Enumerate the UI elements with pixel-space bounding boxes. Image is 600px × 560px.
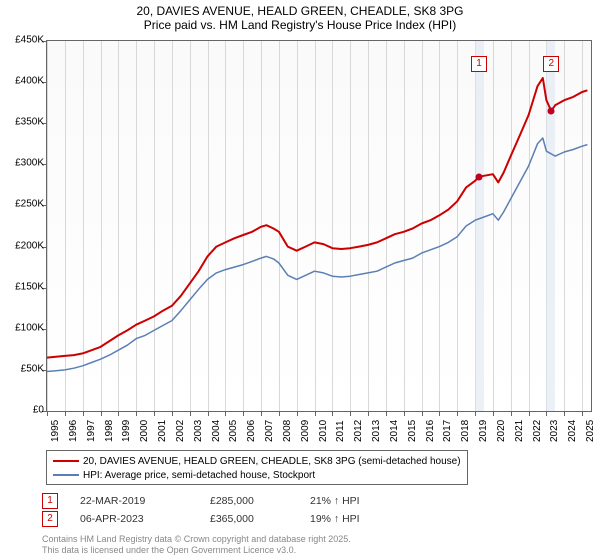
sale-date: 06-APR-2023 xyxy=(80,513,210,525)
chart-lines-svg xyxy=(47,41,591,411)
x-axis-label: 2001 xyxy=(157,420,168,442)
x-axis-label: 1999 xyxy=(121,420,132,442)
x-axis-label: 2003 xyxy=(193,420,204,442)
title-line-2: Price paid vs. HM Land Registry's House … xyxy=(0,18,600,32)
sale-price: £365,000 xyxy=(210,513,310,525)
x-axis-label: 2012 xyxy=(353,420,364,442)
legend-label: HPI: Average price, semi-detached house,… xyxy=(83,470,315,481)
sale-marker-label: 2 xyxy=(543,56,559,72)
x-axis-label: 2025 xyxy=(585,420,596,442)
sale-diff: 21% ↑ HPI xyxy=(310,495,410,507)
legend-item: HPI: Average price, semi-detached house,… xyxy=(53,468,461,482)
y-axis-label: £450K xyxy=(4,35,44,46)
attribution: Contains HM Land Registry data © Crown c… xyxy=(42,534,351,556)
chart-container: 20, DAVIES AVENUE, HEALD GREEN, CHEADLE,… xyxy=(0,0,600,560)
legend-label: 20, DAVIES AVENUE, HEALD GREEN, CHEADLE,… xyxy=(83,456,461,467)
x-axis-label: 2005 xyxy=(228,420,239,442)
y-axis-label: £100K xyxy=(4,322,44,333)
x-axis-label: 2021 xyxy=(514,420,525,442)
x-axis-label: 1998 xyxy=(104,420,115,442)
sales-row: 2 06-APR-2023 £365,000 19% ↑ HPI xyxy=(42,510,410,528)
x-axis-label: 2009 xyxy=(300,420,311,442)
legend-box: 20, DAVIES AVENUE, HEALD GREEN, CHEADLE,… xyxy=(46,450,468,485)
sale-date: 22-MAR-2019 xyxy=(80,495,210,507)
y-axis-label: £400K xyxy=(4,76,44,87)
sale-diff: 19% ↑ HPI xyxy=(310,513,410,525)
y-axis-label: £50K xyxy=(4,363,44,374)
legend-swatch xyxy=(53,460,79,462)
y-axis-label: £300K xyxy=(4,158,44,169)
sale-marker-badge: 1 xyxy=(42,493,58,509)
title-block: 20, DAVIES AVENUE, HEALD GREEN, CHEADLE,… xyxy=(0,0,600,32)
x-axis-label: 2007 xyxy=(264,420,275,442)
x-axis-label: 2004 xyxy=(211,420,222,442)
sale-dot xyxy=(475,173,482,180)
x-axis-label: 2014 xyxy=(389,420,400,442)
x-axis-label: 2002 xyxy=(175,420,186,442)
sale-price: £285,000 xyxy=(210,495,310,507)
y-axis-label: £150K xyxy=(4,281,44,292)
x-axis-label: 2011 xyxy=(335,420,346,442)
attribution-line: This data is licensed under the Open Gov… xyxy=(42,545,351,556)
x-axis-label: 2000 xyxy=(139,420,150,442)
y-axis-label: £0 xyxy=(4,405,44,416)
x-axis-label: 1997 xyxy=(86,420,97,442)
y-axis-label: £350K xyxy=(4,117,44,128)
x-axis-label: 2017 xyxy=(442,420,453,442)
x-axis-label: 2008 xyxy=(282,420,293,442)
x-axis-label: 2020 xyxy=(496,420,507,442)
legend-item: 20, DAVIES AVENUE, HEALD GREEN, CHEADLE,… xyxy=(53,454,461,468)
x-axis-label: 1996 xyxy=(68,420,79,442)
y-axis-label: £200K xyxy=(4,240,44,251)
y-axis-label: £250K xyxy=(4,199,44,210)
title-line-1: 20, DAVIES AVENUE, HEALD GREEN, CHEADLE,… xyxy=(0,4,600,18)
x-axis-label: 2010 xyxy=(318,420,329,442)
x-axis-label: 2013 xyxy=(371,420,382,442)
x-axis-label: 2023 xyxy=(549,420,560,442)
x-axis-label: 2006 xyxy=(246,420,257,442)
x-axis-label: 2016 xyxy=(425,420,436,442)
legend-swatch xyxy=(53,474,79,476)
sales-row: 1 22-MAR-2019 £285,000 21% ↑ HPI xyxy=(42,492,410,510)
x-axis-label: 2022 xyxy=(532,420,543,442)
sales-table: 1 22-MAR-2019 £285,000 21% ↑ HPI 2 06-AP… xyxy=(42,492,410,528)
x-axis-label: 2024 xyxy=(567,420,578,442)
chart-plot-area: 12 xyxy=(46,40,592,412)
sale-marker-badge: 2 xyxy=(42,511,58,527)
x-axis-label: 2019 xyxy=(478,420,489,442)
x-axis-label: 1995 xyxy=(50,420,61,442)
x-axis-label: 2018 xyxy=(460,420,471,442)
attribution-line: Contains HM Land Registry data © Crown c… xyxy=(42,534,351,545)
sale-dot xyxy=(548,107,555,114)
sale-marker-label: 1 xyxy=(471,56,487,72)
x-axis-label: 2015 xyxy=(407,420,418,442)
